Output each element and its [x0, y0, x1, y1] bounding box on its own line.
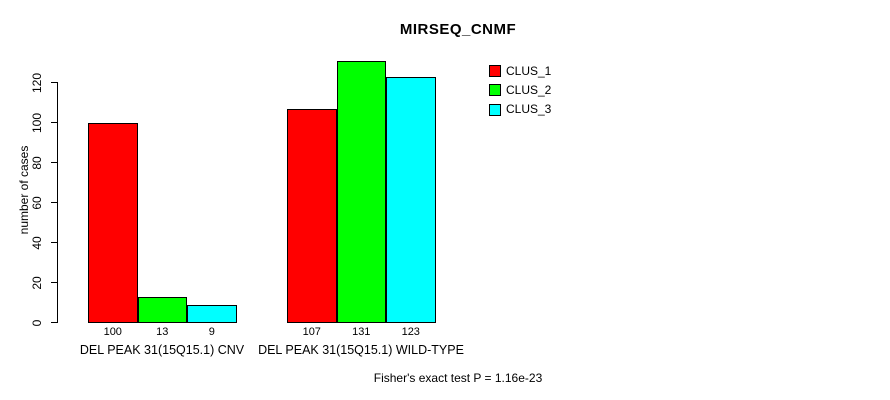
bar-value-label: 131 — [352, 326, 371, 338]
y-axis-tick — [51, 162, 58, 163]
y-axis-tick — [51, 322, 58, 323]
y-axis-tick-label: 60 — [30, 195, 44, 210]
y-axis-tick-label: 100 — [30, 112, 44, 133]
y-axis-tick — [51, 82, 58, 83]
category-label-wild-type: DEL PEAK 31(15Q15.1) WILD-TYPE — [258, 343, 464, 357]
bar-clus_2-group2 — [336, 61, 386, 323]
y-axis-tick — [51, 242, 58, 243]
category-label-cnv: DEL PEAK 31(15Q15.1) CNV — [79, 343, 245, 357]
legend-label-clus_2: CLUS_2 — [506, 82, 552, 97]
legend-swatch-clus_2 — [489, 84, 501, 97]
legend-swatch-clus_3 — [489, 103, 501, 116]
legend-label-clus_3: CLUS_3 — [506, 102, 552, 117]
y-axis-tick — [51, 282, 58, 283]
bar-clus_2-group1 — [137, 297, 187, 323]
y-axis-tick-label: 80 — [30, 155, 44, 170]
y-axis-tick — [51, 122, 58, 123]
y-axis-label: number of cases — [17, 145, 31, 235]
bar-value-label: 13 — [156, 326, 169, 338]
chart-title: MIRSEQ_CNMF — [399, 21, 517, 38]
bar-value-label: 123 — [401, 326, 420, 338]
bar-clus_3-group1 — [187, 305, 237, 323]
y-axis-tick — [51, 202, 58, 203]
legend-label-clus_1: CLUS_1 — [506, 63, 552, 78]
legend-swatch-clus_1 — [489, 65, 501, 77]
bar-value-label: 100 — [103, 326, 122, 338]
y-axis-tick-label: 20 — [30, 275, 44, 290]
bar-value-label: 107 — [302, 326, 321, 338]
bar-clus_1-group2 — [287, 109, 337, 323]
y-axis-tick-label: 120 — [30, 72, 44, 93]
y-axis-tick-label: 0 — [30, 319, 44, 326]
bar-clus_3-group2 — [386, 77, 436, 323]
y-axis-tick-label: 40 — [30, 235, 44, 250]
fisher-test-annotation: Fisher's exact test P = 1.16e-23 — [373, 371, 543, 385]
bar-clus_1-group1 — [88, 123, 138, 323]
bar-value-label: 9 — [208, 326, 215, 338]
